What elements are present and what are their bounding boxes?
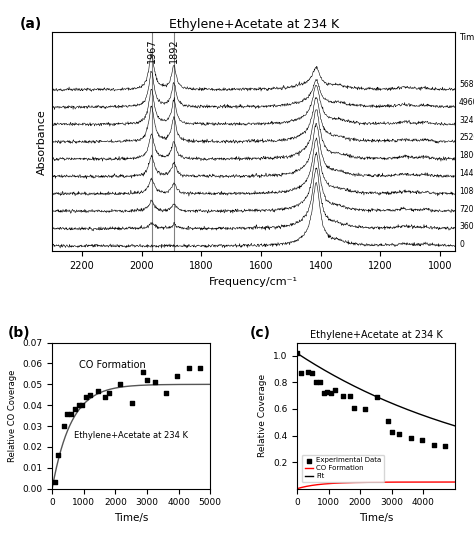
CO Formation xyxy=(388,479,394,485)
X-axis label: Time/s: Time/s xyxy=(359,513,393,523)
Experimental Data xyxy=(388,427,396,436)
Text: 1892: 1892 xyxy=(169,38,179,63)
Point xyxy=(196,364,204,372)
Point xyxy=(82,393,90,401)
Point xyxy=(67,409,75,418)
Y-axis label: Relative CO Coverage: Relative CO Coverage xyxy=(8,369,17,462)
Text: 0: 0 xyxy=(459,240,464,249)
Experimental Data xyxy=(396,430,403,439)
Line: Fit: Fit xyxy=(297,353,455,426)
Point xyxy=(55,451,62,460)
CO Formation xyxy=(370,479,376,485)
Experimental Data xyxy=(297,369,305,378)
Fit xyxy=(369,391,375,398)
Text: (a): (a) xyxy=(20,17,42,31)
Text: 3240: 3240 xyxy=(459,115,474,125)
Text: 1800: 1800 xyxy=(459,151,474,160)
Text: (c): (c) xyxy=(250,326,271,340)
Experimental Data xyxy=(441,442,449,451)
Text: 360: 360 xyxy=(459,222,474,231)
Experimental Data xyxy=(407,434,415,442)
Point xyxy=(139,367,147,376)
Experimental Data xyxy=(350,403,358,412)
Point xyxy=(151,378,158,387)
Point xyxy=(79,401,86,410)
Experimental Data xyxy=(384,417,392,425)
Legend: Experimental Data, CO Formation, Fit: Experimental Data, CO Formation, Fit xyxy=(302,454,384,482)
Point xyxy=(71,405,79,413)
Text: 1967: 1967 xyxy=(146,38,156,63)
Text: (b): (b) xyxy=(8,326,30,340)
Point xyxy=(162,388,170,397)
Point xyxy=(94,386,101,395)
Experimental Data xyxy=(373,393,381,401)
CO Formation xyxy=(448,479,454,485)
X-axis label: Frequency/cm⁻¹: Frequency/cm⁻¹ xyxy=(209,277,298,287)
Experimental Data xyxy=(430,440,438,449)
Title: Ethylene+Acetate at 234 K: Ethylene+Acetate at 234 K xyxy=(310,330,442,340)
Fit xyxy=(424,413,429,420)
Experimental Data xyxy=(309,369,316,378)
Experimental Data xyxy=(305,367,312,376)
Point xyxy=(101,393,109,401)
Y-axis label: Absorbance: Absorbance xyxy=(36,109,46,175)
Experimental Data xyxy=(331,386,339,395)
Text: Ethylene+Acetate at 234 K: Ethylene+Acetate at 234 K xyxy=(74,431,188,440)
Fit xyxy=(294,350,300,357)
CO Formation xyxy=(380,479,385,485)
Point xyxy=(185,364,192,372)
Experimental Data xyxy=(316,378,324,387)
Point xyxy=(105,388,113,397)
Line: CO Formation: CO Formation xyxy=(297,482,455,489)
CO Formation xyxy=(424,479,429,485)
Experimental Data xyxy=(320,389,328,397)
Title: Ethylene+Acetate at 234 K: Ethylene+Acetate at 234 K xyxy=(169,18,338,31)
Point xyxy=(128,399,136,408)
Experimental Data xyxy=(339,391,346,400)
Text: CO Formation: CO Formation xyxy=(79,360,146,370)
Fit xyxy=(380,396,385,403)
CO Formation xyxy=(369,479,375,485)
Y-axis label: Relative Coverage: Relative Coverage xyxy=(258,374,267,457)
CO Formation xyxy=(294,485,300,492)
CO Formation xyxy=(452,479,458,485)
Text: 720: 720 xyxy=(459,205,474,214)
Point xyxy=(117,380,124,389)
Experimental Data xyxy=(324,387,331,396)
Text: 1080: 1080 xyxy=(459,187,474,195)
Experimental Data xyxy=(312,378,320,387)
Fit xyxy=(452,423,458,429)
Point xyxy=(75,401,82,410)
Text: 2520: 2520 xyxy=(459,133,474,142)
Text: Time/s: Time/s xyxy=(459,32,474,41)
Experimental Data xyxy=(293,349,301,358)
Experimental Data xyxy=(346,391,354,400)
Point xyxy=(86,390,94,399)
Experimental Data xyxy=(328,389,335,397)
Fit xyxy=(448,422,454,428)
Point xyxy=(60,422,67,430)
Fit xyxy=(370,392,376,398)
X-axis label: Time/s: Time/s xyxy=(114,513,148,523)
Fit xyxy=(388,400,394,406)
Point xyxy=(173,372,181,380)
Experimental Data xyxy=(362,405,369,413)
Point xyxy=(52,478,59,487)
Point xyxy=(64,409,71,418)
Text: 1440: 1440 xyxy=(459,169,474,178)
Text: 4960: 4960 xyxy=(459,98,474,107)
Point xyxy=(143,376,151,384)
Experimental Data xyxy=(419,436,426,444)
Text: 5680: 5680 xyxy=(459,80,474,89)
